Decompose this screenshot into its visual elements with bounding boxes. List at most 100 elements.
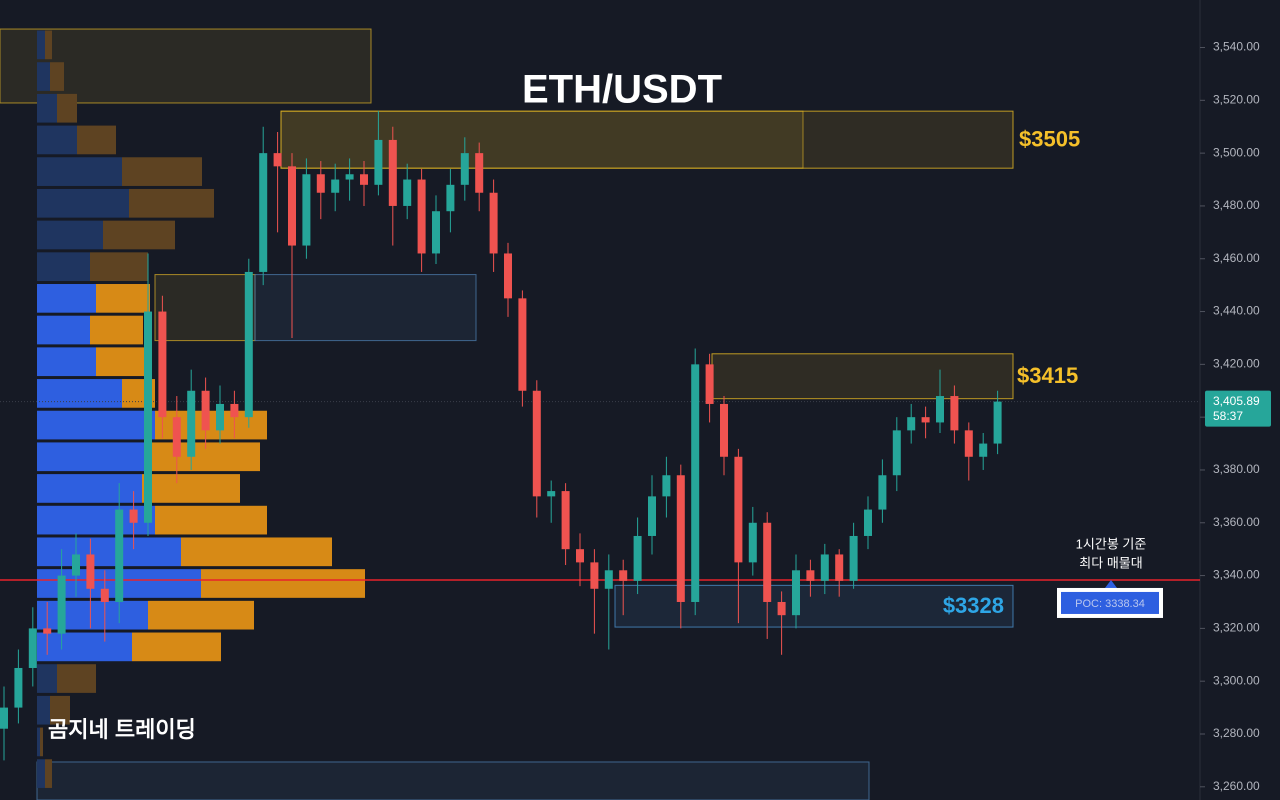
zone xyxy=(711,353,1014,400)
candle-body xyxy=(864,509,872,536)
candle-body xyxy=(576,549,584,563)
candle-body xyxy=(100,588,109,602)
candle-body xyxy=(518,298,527,391)
candle-body xyxy=(72,554,80,576)
zone-label: $3415 xyxy=(1017,363,1078,388)
candle-body xyxy=(172,417,181,457)
y-tick-label: 3,380.00 xyxy=(1213,462,1260,476)
profile-sell-bar xyxy=(90,315,143,345)
profile-buy-bar xyxy=(37,695,50,725)
zone xyxy=(36,761,870,800)
candle-body xyxy=(604,570,613,589)
candle-body xyxy=(633,535,642,581)
profile-sell-bar xyxy=(201,569,365,598)
candle-body xyxy=(590,562,599,589)
poc-label: POC: 3338.34 xyxy=(1075,598,1145,610)
profile-buy-bar xyxy=(37,188,129,218)
poc-note: 1시간봉 기준 xyxy=(1076,536,1147,551)
candle-body xyxy=(763,522,772,602)
profile-sell-bar xyxy=(122,157,202,186)
candle-body xyxy=(648,496,656,536)
profile-sell-bar xyxy=(57,93,77,123)
y-tick-label: 3,520.00 xyxy=(1213,93,1260,107)
zone xyxy=(254,274,477,342)
watermark: 곰지네 트레이딩 xyxy=(48,717,196,742)
profile-buy-bar xyxy=(37,727,40,757)
profile-buy-bar xyxy=(37,759,45,788)
profile-buy-bar xyxy=(37,157,122,186)
candle-body xyxy=(849,535,858,581)
candle-body xyxy=(57,575,66,634)
candle-body xyxy=(388,139,397,206)
zone-core xyxy=(280,110,804,169)
candle-body xyxy=(288,166,296,246)
candle-body xyxy=(43,628,52,634)
profile-buy-bar xyxy=(37,284,96,313)
y-tick-label: 3,320.00 xyxy=(1213,621,1260,635)
candle-body xyxy=(979,443,988,457)
candle-body xyxy=(705,364,714,404)
candle-body xyxy=(676,475,685,602)
candle-body xyxy=(115,509,124,602)
candle-body xyxy=(273,153,282,167)
candle-body xyxy=(489,192,498,254)
profile-buy-bar xyxy=(37,442,148,472)
candle-body xyxy=(129,509,138,523)
profile-sell-bar xyxy=(45,759,52,788)
profile-sell-bar xyxy=(57,664,96,693)
profile-buy-bar xyxy=(37,252,90,282)
candle-body xyxy=(432,211,440,254)
candle-body xyxy=(561,491,570,550)
candle-body xyxy=(417,179,426,254)
profile-sell-bar xyxy=(40,727,43,757)
candle-body xyxy=(86,554,95,589)
y-tick-label: 3,480.00 xyxy=(1213,198,1260,212)
profile-sell-bar xyxy=(148,442,260,472)
candle-body xyxy=(662,475,671,497)
candle-body xyxy=(734,456,743,563)
profile-sell-bar xyxy=(148,600,254,630)
profile-buy-bar xyxy=(37,600,148,630)
profile-buy-bar xyxy=(37,664,57,693)
candle-body xyxy=(14,667,23,708)
y-tick-label: 3,340.00 xyxy=(1213,568,1260,582)
candle-body xyxy=(475,153,484,193)
y-tick-label: 3,540.00 xyxy=(1213,40,1260,54)
profile-buy-bar xyxy=(37,379,122,408)
y-tick-label: 3,420.00 xyxy=(1213,357,1260,371)
y-tick-label: 3,280.00 xyxy=(1213,726,1260,740)
candle-body xyxy=(892,430,901,476)
profile-buy-bar xyxy=(37,537,181,567)
profile-sell-bar xyxy=(103,220,175,250)
profile-sell-bar xyxy=(129,188,214,218)
profile-sell-bar xyxy=(142,474,240,503)
profile-buy-bar xyxy=(37,30,45,60)
profile-buy-bar xyxy=(37,474,142,503)
candle-body xyxy=(28,628,37,668)
countdown: 58:37 xyxy=(1213,409,1243,423)
candle-body xyxy=(244,271,253,418)
poc-note: 최다 매물대 xyxy=(1079,555,1142,570)
candle-body xyxy=(748,522,757,563)
candle-body xyxy=(230,403,239,418)
candle-body xyxy=(158,311,167,418)
poc-pointer xyxy=(1105,579,1117,588)
candle-body xyxy=(835,554,844,581)
candle-body xyxy=(345,174,354,180)
candle-body xyxy=(144,311,152,523)
candle-body xyxy=(201,390,210,431)
candle-body xyxy=(993,401,1002,444)
candle-body xyxy=(950,396,959,431)
current-price-label: 3,405.89 xyxy=(1213,394,1260,408)
candle-body xyxy=(360,174,368,185)
candle-body xyxy=(878,475,887,510)
profile-sell-bar xyxy=(132,632,221,662)
candle-body xyxy=(0,707,8,729)
profile-buy-bar xyxy=(37,93,57,123)
candle-body xyxy=(691,364,700,602)
y-tick-label: 3,260.00 xyxy=(1213,779,1260,793)
profile-sell-bar xyxy=(45,30,52,60)
candle-body xyxy=(777,601,786,616)
